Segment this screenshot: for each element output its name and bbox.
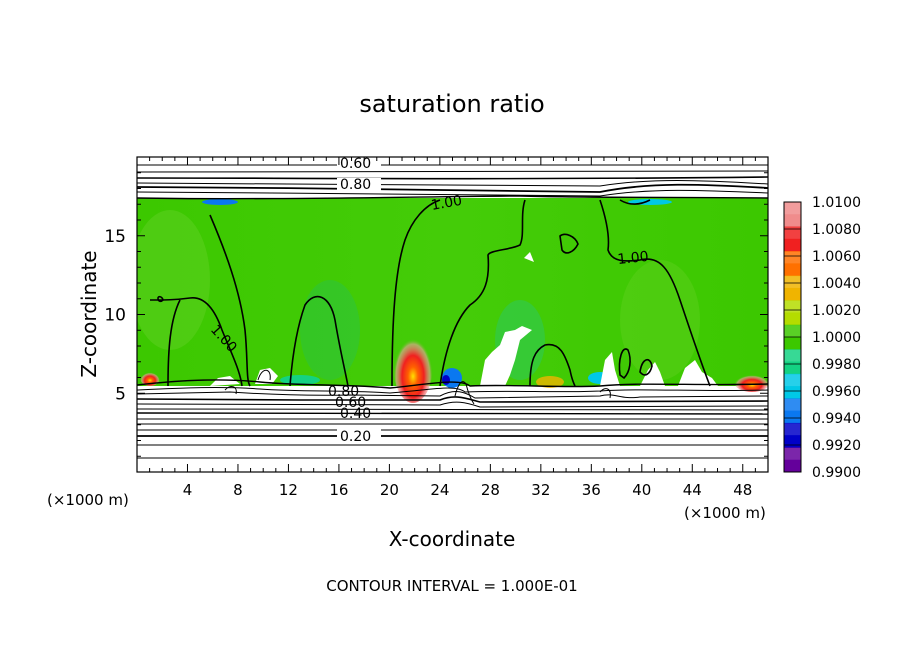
cloud-field	[137, 198, 768, 386]
colorbar-swatch	[784, 263, 801, 277]
supersaturation-core	[734, 372, 768, 392]
colorbar-swatch	[784, 202, 801, 215]
field-patch	[620, 260, 700, 380]
dry-intrusion	[210, 376, 240, 386]
contour-label: 0.40	[340, 406, 371, 422]
colorbar-swatch	[784, 251, 801, 264]
colorbar-swatch	[784, 238, 801, 252]
x-tick-label: 20	[380, 481, 399, 499]
dry-intrusion	[640, 362, 665, 386]
contour-lines-upper	[137, 164, 768, 200]
subsaturation-spot	[442, 375, 450, 385]
colorbar-swatch	[784, 361, 801, 375]
plot-area: 0.60 0.80 1.00 1.00 1.00 0.80 0.60 0.40 …	[137, 156, 768, 472]
colorbar-swatch	[784, 447, 801, 461]
y-tick-label: 15	[104, 227, 126, 247]
x-tick-label: 36	[582, 481, 601, 499]
colorbar-swatch	[784, 459, 801, 473]
y-axis-title: Z-coordinate	[77, 250, 101, 377]
x-axis: 4 8 12 16 20 24 28 32 36 40 44 48	[149, 157, 756, 499]
colorbar-swatch	[784, 226, 801, 240]
colorbar-swatch	[784, 386, 801, 399]
supersaturation-core	[140, 370, 160, 386]
dry-intrusion	[600, 352, 620, 386]
colorbar-swatch	[784, 312, 801, 326]
contour-label: 0.60	[340, 156, 371, 172]
x-tick-label: 12	[279, 481, 298, 499]
x-tick-label: 16	[329, 481, 348, 499]
colorbar-label: 0.9960	[812, 384, 861, 400]
colorbar-label: 0.9900	[812, 465, 861, 481]
colorbar-label: 1.0040	[812, 276, 861, 292]
colorbar-swatch	[784, 410, 801, 424]
colorbar-swatch	[784, 337, 801, 350]
x-tick-label: 28	[481, 481, 500, 499]
colorbar-label: 1.0020	[812, 303, 861, 319]
colorbar-swatch	[784, 422, 801, 436]
colorbar-label: 1.0000	[812, 330, 861, 346]
x-tick-label: 24	[430, 481, 449, 499]
colorbar-label: 0.9920	[812, 438, 861, 454]
x-axis-title: X-coordinate	[389, 527, 516, 551]
dry-intrusion	[480, 326, 532, 386]
colorbar-swatch	[784, 300, 801, 313]
colorbar-swatch	[784, 349, 801, 363]
x-unit-right: (×1000 m)	[684, 504, 766, 522]
contour-interval-note: CONTOUR INTERVAL = 1.000E-01	[326, 577, 577, 595]
colorbar-swatch	[784, 398, 801, 412]
contour-lines-lower	[137, 369, 768, 459]
y-tick-label: 10	[104, 306, 126, 326]
y-tick-label: 5	[115, 384, 126, 404]
colorbar-label: 0.9980	[812, 357, 861, 373]
x-tick-label: 48	[733, 481, 752, 499]
colorbar-label: 1.0060	[812, 249, 861, 265]
contour-label: 0.80	[340, 177, 371, 193]
y-axis: 5 10 15	[104, 172, 768, 457]
colorbar-swatch	[784, 373, 801, 387]
field-patch	[137, 210, 210, 350]
contour-lines-1.00	[149, 199, 711, 387]
contour-label: 1.00	[430, 193, 463, 214]
x-unit-left: (×1000 m)	[47, 491, 129, 509]
contour-label: 1.00	[617, 249, 650, 268]
field-patch	[300, 280, 360, 380]
x-tick-label: 4	[183, 481, 193, 499]
dry-intrusion	[255, 368, 278, 384]
colorbar-swatch	[784, 435, 801, 448]
colorbar-label: 1.0080	[812, 222, 861, 238]
x-tick-label: 44	[683, 481, 702, 499]
supersaturation-core	[393, 327, 433, 403]
colorbar-label: 1.0100	[812, 195, 861, 211]
supersaturation-core	[536, 376, 564, 388]
contour-label: 0.20	[340, 429, 371, 445]
colorbar: 1.0100 1.0080 1.0060 1.0040 1.0020 1.0000 0.99…	[783, 195, 861, 481]
dry-intrusion	[524, 252, 534, 262]
colorbar-swatch	[784, 324, 801, 338]
x-tick-label: 8	[233, 481, 243, 499]
colorbar-label: 0.9940	[812, 411, 861, 427]
contour-labels: 0.60 0.80 1.00 1.00 1.00 0.80 0.60 0.40 …	[207, 156, 650, 445]
contour-label: 0.80	[328, 384, 359, 400]
colorbar-swatch	[784, 214, 801, 228]
chart-title: saturation ratio	[359, 90, 544, 118]
contour-label: 0.60	[335, 395, 366, 411]
subsaturation-spot	[202, 199, 238, 205]
x-tick-label: 40	[632, 481, 651, 499]
x-tick-label: 32	[531, 481, 550, 499]
colorbar-swatch	[784, 287, 801, 301]
colorbar-swatch	[784, 275, 801, 289]
